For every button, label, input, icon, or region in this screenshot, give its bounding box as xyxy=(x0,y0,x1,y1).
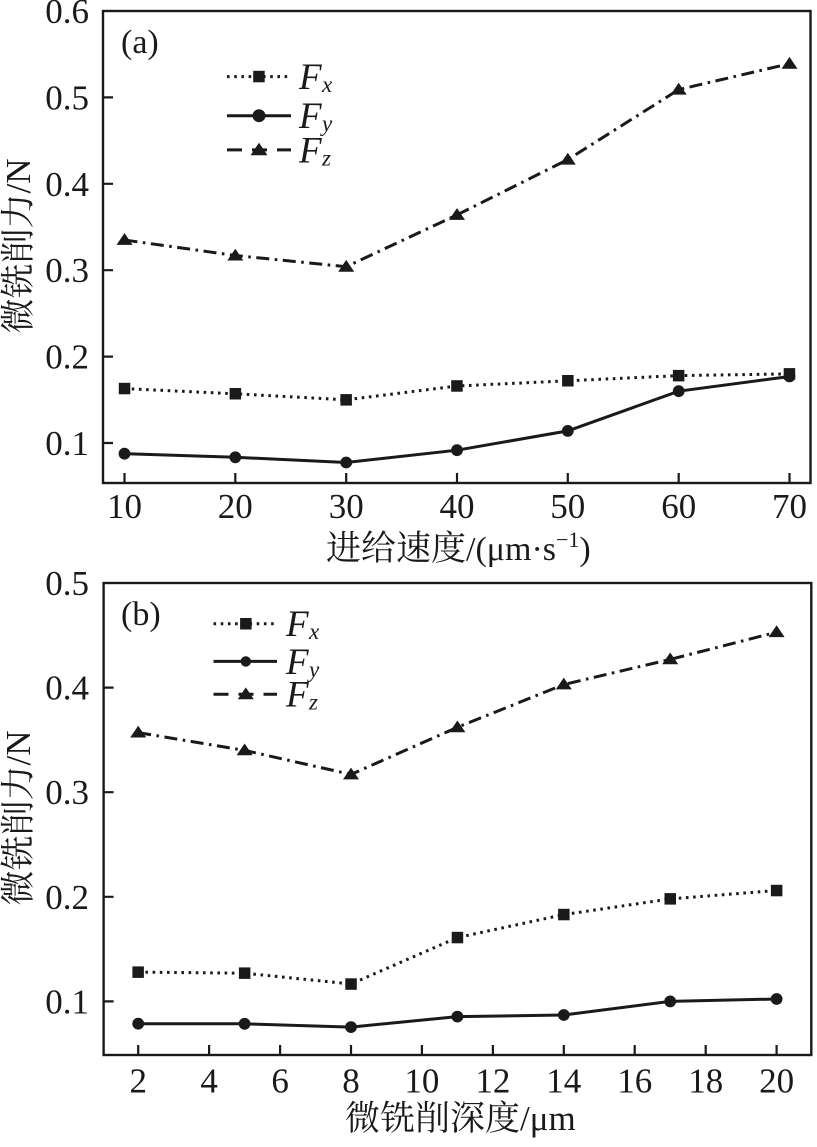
svg-text:0.5: 0.5 xyxy=(45,78,89,117)
svg-text:18: 18 xyxy=(688,1062,723,1101)
svg-text:0.3: 0.3 xyxy=(45,773,89,812)
svg-text:10: 10 xyxy=(404,1062,439,1101)
svg-text:6: 6 xyxy=(271,1062,289,1101)
svg-text:0.6: 0.6 xyxy=(45,0,89,31)
svg-text:F: F xyxy=(285,642,309,683)
svg-text:20: 20 xyxy=(218,487,253,526)
svg-text:0.5: 0.5 xyxy=(45,564,89,603)
svg-text:12: 12 xyxy=(475,1062,510,1101)
svg-text:z: z xyxy=(308,690,318,715)
svg-text:(a): (a) xyxy=(121,24,159,61)
svg-text:y: y xyxy=(307,657,320,682)
svg-text:F: F xyxy=(285,675,309,716)
svg-text:F: F xyxy=(298,130,322,171)
svg-text:16: 16 xyxy=(617,1062,652,1101)
svg-text:60: 60 xyxy=(661,487,696,526)
svg-text:0.1: 0.1 xyxy=(45,424,89,463)
svg-text:8: 8 xyxy=(342,1062,360,1101)
svg-text:y: y xyxy=(320,111,333,136)
svg-text:2: 2 xyxy=(129,1062,147,1101)
svg-text:0.2: 0.2 xyxy=(45,338,89,377)
svg-text:10: 10 xyxy=(107,487,142,526)
svg-text:0.4: 0.4 xyxy=(45,165,89,204)
svg-text:20: 20 xyxy=(759,1062,794,1101)
svg-text:0.4: 0.4 xyxy=(45,669,89,708)
svg-text:x: x xyxy=(308,619,320,644)
svg-text:30: 30 xyxy=(329,487,364,526)
svg-text:−1: −1 xyxy=(556,527,579,552)
svg-text:): ) xyxy=(579,531,590,568)
svg-text:F: F xyxy=(285,604,309,645)
svg-text:/N: /N xyxy=(0,731,38,766)
svg-text:4: 4 xyxy=(200,1062,218,1101)
svg-text:0.1: 0.1 xyxy=(45,982,89,1021)
svg-text:z: z xyxy=(321,145,331,170)
svg-text:0.2: 0.2 xyxy=(45,878,89,917)
svg-text:/μm: /μm xyxy=(520,1099,576,1138)
svg-text:50: 50 xyxy=(550,487,585,526)
svg-text:(b): (b) xyxy=(121,596,161,633)
svg-text:0.3: 0.3 xyxy=(45,251,89,290)
svg-text:x: x xyxy=(321,72,333,97)
svg-text:70: 70 xyxy=(772,487,807,526)
svg-text:/N: /N xyxy=(0,159,38,194)
svg-text:/(μm·s: /(μm·s xyxy=(466,531,556,568)
svg-text:14: 14 xyxy=(546,1062,581,1101)
svg-text:F: F xyxy=(298,57,322,98)
svg-text:F: F xyxy=(298,96,322,137)
svg-text:40: 40 xyxy=(440,487,475,526)
